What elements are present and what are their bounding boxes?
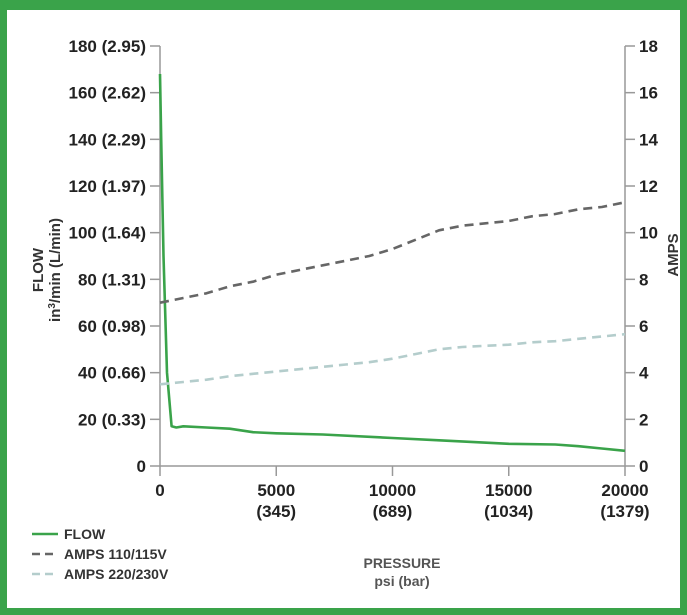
y-left-tick-label: 100 (1.64): [69, 224, 147, 243]
y-right-tick-label: 4: [639, 364, 649, 383]
y-right-tick-label: 2: [639, 410, 648, 429]
x-tick-label: 0: [155, 481, 164, 500]
axes: 020 (0.33)40 (0.66)60 (0.98)80 (1.31)100…: [69, 37, 659, 521]
y-left-axis-title: FLOW: [30, 247, 47, 292]
y-left-axis-units: in3/min (L/min): [47, 218, 65, 322]
x-tick-sublabel: (345): [256, 502, 296, 521]
y-left-tick-label: 140 (2.29): [69, 130, 147, 149]
series-line-amps-220-230v: [159, 332, 626, 386]
x-tick-sublabel: (1379): [600, 502, 649, 521]
series-line-flow: [158, 73, 626, 453]
y-left-tick-label: 160 (2.62): [69, 84, 147, 103]
legend: FLOW AMPS 110/115V AMPS 220/230V: [32, 526, 169, 582]
legend-label: AMPS 220/230V: [64, 566, 169, 582]
y-right-tick-label: 0: [639, 457, 648, 476]
y-right-tick-label: 6: [639, 317, 648, 336]
series-line-amps-110-115v: [159, 201, 626, 304]
x-axis-units: psi (bar): [374, 573, 429, 589]
x-tick-label: 10000: [369, 481, 416, 500]
x-tick-label: 15000: [485, 481, 532, 500]
y-left-tick-label: 180 (2.95): [69, 37, 147, 56]
series-lines: [158, 73, 626, 453]
y-right-tick-label: 18: [639, 37, 658, 56]
y-right-tick-label: 14: [639, 130, 658, 149]
legend-label: FLOW: [64, 526, 106, 542]
y-right-tick-label: 8: [639, 270, 648, 289]
x-tick-sublabel: (1034): [484, 502, 533, 521]
legend-label: AMPS 110/115V: [64, 546, 167, 562]
y-left-tick-label: 20 (0.33): [78, 410, 146, 429]
y-left-tick-label: 60 (0.98): [78, 317, 146, 336]
y-left-tick-label: 0: [137, 457, 146, 476]
x-tick-sublabel: (689): [373, 502, 413, 521]
x-tick-label: 5000: [257, 481, 295, 500]
y-left-tick-label: 120 (1.97): [69, 177, 147, 196]
y-right-tick-label: 16: [639, 84, 658, 103]
x-tick-label: 20000: [601, 481, 648, 500]
y-right-axis-title: AMPS: [665, 233, 682, 276]
y-left-tick-label: 80 (1.31): [78, 270, 146, 289]
y-left-tick-label: 40 (0.66): [78, 364, 146, 383]
x-axis-title: PRESSURE: [363, 555, 440, 571]
y-right-tick-label: 12: [639, 177, 658, 196]
axis-labels: FLOW in3/min (L/min) AMPS PRESSURE psi (…: [30, 218, 682, 589]
y-right-tick-label: 10: [639, 224, 658, 243]
